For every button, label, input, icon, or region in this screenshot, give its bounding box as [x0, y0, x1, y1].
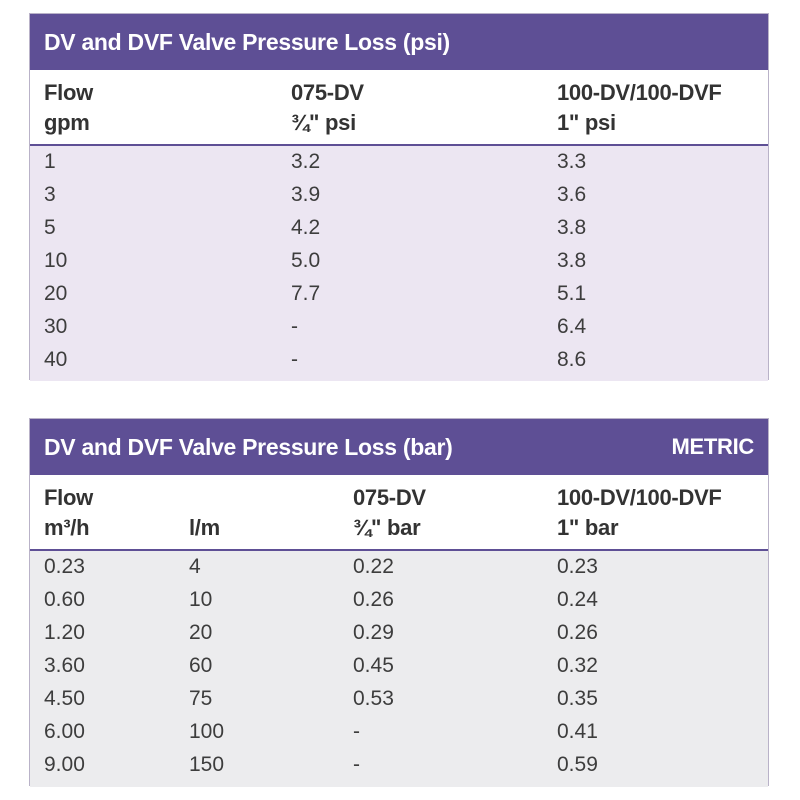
flow-gpm-cell: 40 [44, 348, 68, 371]
dv100-bar-cell: 0.59 [557, 753, 598, 776]
bar-header-lm: l/m [189, 515, 220, 540]
flow-lm-cell: 20 [189, 621, 213, 644]
table-row: 5 4.2 3.8 [30, 212, 768, 245]
dv075-bar-cell: - [353, 753, 360, 776]
table-row: 6.00 100 - 0.41 [30, 716, 768, 749]
dv100-psi-cell: 5.1 [557, 282, 587, 305]
table-row: 0.23 4 0.22 0.23 [30, 551, 768, 584]
flow-lm-cell: 75 [189, 687, 213, 710]
dv100-psi-cell: 8.6 [557, 348, 587, 371]
psi-header-075dv: 075-DV ¾" psi [291, 80, 364, 135]
table-row: 9.00 150 - 0.59 [30, 749, 768, 782]
table-row: 20 7.7 5.1 [30, 278, 768, 311]
dv075-bar-cell: 0.29 [353, 621, 394, 644]
flow-lm-cell: 100 [189, 720, 225, 743]
bar-table-title: DV and DVF Valve Pressure Loss (bar) [44, 433, 453, 460]
dv075-bar-cell: 0.26 [353, 588, 394, 611]
table-row: 4.50 75 0.53 0.35 [30, 683, 768, 716]
flow-m3h-cell: 1.20 [44, 621, 85, 644]
dv075-bar-cell: 0.45 [353, 654, 394, 677]
psi-table-header: Flow gpm 075-DV ¾" psi 100-DV/100-DVF 1"… [30, 70, 768, 146]
dv075-psi-cell: 3.9 [291, 183, 321, 206]
dv075-psi-cell: 3.2 [291, 150, 321, 173]
bar-header-075dv: 075-DV ¾" bar [353, 485, 426, 540]
flow-lm-cell: 60 [189, 654, 213, 677]
dv100-bar-cell: 0.26 [557, 621, 598, 644]
flow-m3h-cell: 3.60 [44, 654, 85, 677]
dv100-bar-cell: 0.23 [557, 555, 598, 578]
bar-pressure-loss-table: DV and DVF Valve Pressure Loss (bar) MET… [29, 418, 769, 787]
bar-table-header: Flow m³/h l/m 075-DV ¾" bar 100-DV/100-D… [30, 475, 768, 551]
flow-gpm-cell: 20 [44, 282, 68, 305]
table-row: 3 3.9 3.6 [30, 179, 768, 212]
flow-m3h-cell: 0.60 [44, 588, 85, 611]
flow-gpm-cell: 1 [44, 150, 56, 173]
dv100-psi-cell: 3.8 [557, 249, 587, 272]
table-row: 40 - 8.6 [30, 344, 768, 377]
dv100-psi-cell: 3.8 [557, 216, 587, 239]
psi-pressure-loss-table: DV and DVF Valve Pressure Loss (psi) Flo… [29, 13, 769, 381]
dv100-psi-cell: 6.4 [557, 315, 587, 338]
dv075-bar-cell: 0.22 [353, 555, 394, 578]
table-row: 1 3.2 3.3 [30, 146, 768, 179]
dv100-psi-cell: 3.6 [557, 183, 587, 206]
psi-table-body: 1 3.2 3.3 3 3.9 3.6 5 4.2 3.8 10 5.0 3.8 20 7.7 5.… [30, 146, 768, 381]
bar-table-title-bar: DV and DVF Valve Pressure Loss (bar) MET… [30, 419, 768, 475]
metric-tag: METRIC [671, 434, 754, 459]
flow-m3h-cell: 4.50 [44, 687, 85, 710]
dv075-psi-cell: 4.2 [291, 216, 321, 239]
dv075-psi-cell: - [291, 348, 298, 371]
bar-header-flow: Flow m³/h [44, 485, 93, 540]
table-row: 10 5.0 3.8 [30, 245, 768, 278]
table-row: 0.60 10 0.26 0.24 [30, 584, 768, 617]
psi-header-flow: Flow gpm [44, 80, 93, 135]
dv100-bar-cell: 0.32 [557, 654, 598, 677]
dv075-bar-cell: 0.53 [353, 687, 394, 710]
dv100-bar-cell: 0.35 [557, 687, 598, 710]
table-row: 1.20 20 0.29 0.26 [30, 617, 768, 650]
dv100-psi-cell: 3.3 [557, 150, 587, 173]
table-row: 30 - 6.4 [30, 311, 768, 344]
dv075-psi-cell: 7.7 [291, 282, 321, 305]
flow-lm-cell: 10 [189, 588, 213, 611]
bar-table-body: 0.23 4 0.22 0.23 0.60 10 0.26 0.24 1.20 20 0.29 0… [30, 551, 768, 787]
flow-lm-cell: 150 [189, 753, 225, 776]
flow-gpm-cell: 3 [44, 183, 56, 206]
dv075-psi-cell: - [291, 315, 298, 338]
flow-m3h-cell: 6.00 [44, 720, 85, 743]
psi-header-100dv: 100-DV/100-DVF 1" psi [557, 80, 722, 135]
flow-gpm-cell: 10 [44, 249, 68, 272]
dv075-psi-cell: 5.0 [291, 249, 321, 272]
dv100-bar-cell: 0.41 [557, 720, 598, 743]
psi-table-title-bar: DV and DVF Valve Pressure Loss (psi) [30, 14, 768, 70]
flow-lm-cell: 4 [189, 555, 201, 578]
flow-m3h-cell: 9.00 [44, 753, 85, 776]
flow-gpm-cell: 30 [44, 315, 68, 338]
flow-gpm-cell: 5 [44, 216, 56, 239]
dv075-bar-cell: - [353, 720, 360, 743]
bar-header-100dv: 100-DV/100-DVF 1" bar [557, 485, 722, 540]
table-row: 3.60 60 0.45 0.32 [30, 650, 768, 683]
psi-table-title: DV and DVF Valve Pressure Loss (psi) [44, 28, 450, 55]
dv100-bar-cell: 0.24 [557, 588, 598, 611]
flow-m3h-cell: 0.23 [44, 555, 85, 578]
